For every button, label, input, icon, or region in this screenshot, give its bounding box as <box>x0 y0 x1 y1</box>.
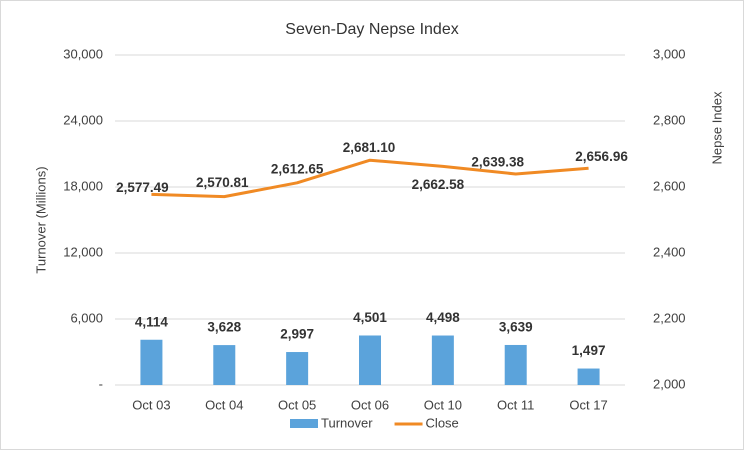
x-tick-label: Oct 05 <box>278 397 316 412</box>
x-tick-label: Oct 10 <box>424 397 462 412</box>
legend-label: Turnover <box>321 415 373 430</box>
y2-tick-label: 2,600 <box>653 178 686 193</box>
data-label: 2,662.58 <box>412 177 465 192</box>
bar <box>359 335 381 385</box>
data-label: 2,639.38 <box>471 155 524 170</box>
bar <box>140 339 163 385</box>
data-label: 4,501 <box>353 310 387 325</box>
y2-tick-label: 2,800 <box>653 112 686 127</box>
bar <box>504 344 527 385</box>
x-tick-label: Oct 06 <box>351 397 389 412</box>
data-label: 2,656.96 <box>575 149 628 164</box>
y-tick-label: - <box>99 376 103 391</box>
data-label: 1,497 <box>572 343 606 358</box>
y-tick-label: 6,000 <box>70 310 103 325</box>
y-tick-label: 24,000 <box>63 112 103 127</box>
bar <box>577 368 600 385</box>
data-label: 2,570.81 <box>196 175 249 190</box>
data-label: 3,639 <box>499 320 533 335</box>
data-label: 3,628 <box>207 320 241 335</box>
data-label: 4,114 <box>135 314 169 329</box>
data-label: 2,577.49 <box>116 180 169 195</box>
bar <box>431 335 454 385</box>
y-tick-label: 12,000 <box>63 244 103 259</box>
x-tick-label: Oct 17 <box>569 397 607 412</box>
y-tick-label: 18,000 <box>63 178 103 193</box>
bar <box>286 352 309 385</box>
chart-title: Seven-Day Nepse Index <box>285 21 458 38</box>
x-tick-label: Oct 04 <box>205 397 243 412</box>
data-label: 4,498 <box>426 310 460 325</box>
y2-tick-label: 2,400 <box>653 244 686 259</box>
line <box>151 158 589 199</box>
data-label: 2,681.10 <box>343 140 396 155</box>
data-label: 2,997 <box>280 327 314 342</box>
data-label: 2,612.65 <box>271 161 324 176</box>
x-tick-label: Oct 11 <box>497 397 534 412</box>
y-tick-label: 30,000 <box>63 46 103 61</box>
bar <box>213 345 236 385</box>
y2-tick-label: 2,000 <box>653 376 686 391</box>
x-tick-label: Oct 03 <box>132 397 170 412</box>
y2-axis-title: Nepse Index <box>709 91 724 164</box>
y2-tick-label: 2,200 <box>653 310 686 325</box>
y2-tick-label: 3,000 <box>653 46 686 61</box>
legend-swatch <box>290 419 318 428</box>
y-axis-title: Turnover (Millions) <box>33 166 48 273</box>
legend-label: Close <box>426 415 459 430</box>
